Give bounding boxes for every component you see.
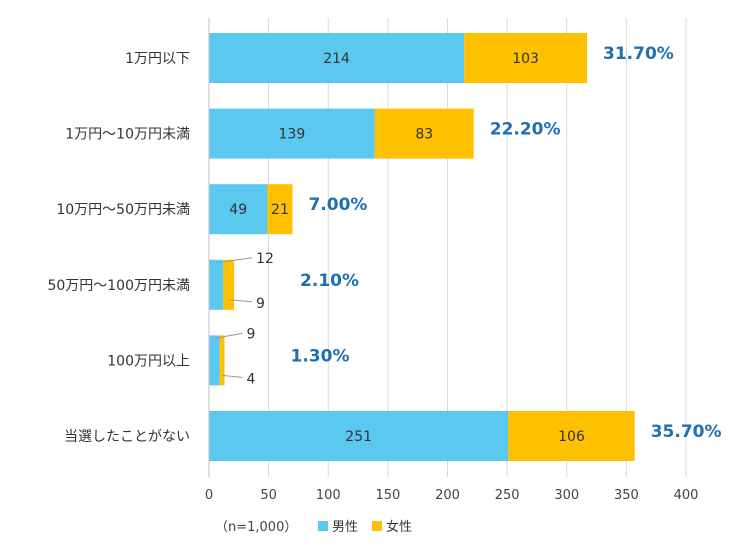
category-label: 10万円～50万円未満 xyxy=(56,202,190,218)
total-percent-label: 22.20% xyxy=(490,120,561,140)
x-axis: 0 50 100 150 200 250 300 350 400 xyxy=(205,18,699,503)
bar-male xyxy=(209,108,375,159)
bar-male xyxy=(209,335,220,386)
total-percent-label: 31.70% xyxy=(603,44,674,64)
x-tick-label: 100 xyxy=(316,488,341,503)
total-percent-label: 35.70% xyxy=(651,422,722,442)
leader-line xyxy=(228,299,253,303)
x-tick-label: 300 xyxy=(554,488,579,503)
category-label: 100万円以上 xyxy=(107,353,190,369)
data-label: 9 xyxy=(247,326,256,342)
data-label: 21 xyxy=(271,202,289,218)
x-tick-label: 0 xyxy=(205,488,213,503)
category-label: 1万円～10万円未満 xyxy=(65,127,190,143)
data-label: 139 xyxy=(279,127,306,143)
x-tick-label: 400 xyxy=(674,488,699,503)
labels: 1万円以下 214 103 31.70%1万円～10万円未満 139 83 22.20%10… xyxy=(47,44,721,445)
bar-male xyxy=(209,33,465,83)
legend-label-male: 男性 xyxy=(332,520,358,535)
data-label: 106 xyxy=(558,429,585,445)
legend-swatch-male xyxy=(318,521,328,531)
x-tick-label: 150 xyxy=(375,488,400,503)
x-tick-label: 350 xyxy=(614,488,639,503)
bars xyxy=(209,33,635,461)
data-label: 83 xyxy=(415,127,433,143)
sample-size-note: （n=1,000） xyxy=(215,520,297,535)
leader-line xyxy=(214,332,243,339)
data-label: 103 xyxy=(512,51,539,67)
bar-female xyxy=(219,335,225,386)
total-percent-label: 2.10% xyxy=(300,271,359,291)
bar-female xyxy=(464,33,588,83)
legend-label-female: 女性 xyxy=(386,519,412,535)
leader-line xyxy=(222,374,243,378)
category-label: 当選したことがない xyxy=(64,429,190,445)
bar-male xyxy=(209,184,268,235)
bar-female xyxy=(267,184,293,235)
bar-male xyxy=(209,259,224,310)
category-label: 50万円～100万円未満 xyxy=(47,278,190,294)
gridlines xyxy=(208,18,687,477)
data-label: 9 xyxy=(256,296,265,312)
data-label: 4 xyxy=(247,371,256,387)
x-tick-label: 200 xyxy=(435,488,460,503)
total-percent-label: 7.00% xyxy=(308,195,367,215)
data-label: 49 xyxy=(229,202,247,218)
leader-line xyxy=(216,257,253,264)
x-tick-label: 50 xyxy=(260,488,277,503)
data-label: 251 xyxy=(345,429,372,445)
bar-female xyxy=(374,108,474,159)
data-label: 214 xyxy=(323,51,350,67)
bar-female xyxy=(508,411,635,461)
bar-female xyxy=(223,259,235,310)
data-label: 12 xyxy=(256,251,274,267)
bar-male xyxy=(209,411,509,461)
x-tick-label: 250 xyxy=(495,488,520,503)
category-label: 1万円以下 xyxy=(125,51,190,67)
legend: （n=1,000） 男性 女性 xyxy=(215,519,412,535)
legend-swatch-female xyxy=(372,521,382,531)
total-percent-label: 1.30% xyxy=(291,346,350,366)
